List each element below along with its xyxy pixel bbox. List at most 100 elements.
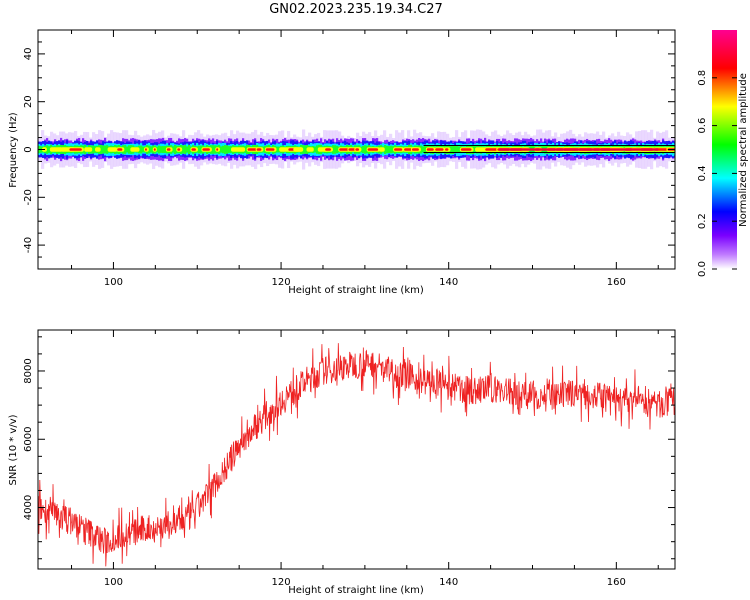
spectrogram-cell <box>46 145 49 154</box>
snr-y-tick-label: 4000 <box>23 495 34 520</box>
spectrogram-peak-core <box>445 148 449 151</box>
spectrogram-peak-core <box>256 148 262 151</box>
spectrogram-cell <box>222 145 225 154</box>
spectrogram-cell <box>48 146 51 153</box>
spectrogram-cell <box>212 145 215 154</box>
colorbar-tick-label: 0.6 <box>697 118 708 134</box>
spectrogram-cell <box>140 145 143 154</box>
spectrogram-y-tick-label: 0 <box>23 146 34 152</box>
spectrogram-cell <box>336 145 339 154</box>
snr-x-tick-label: 120 <box>272 577 291 588</box>
spectrogram-y-tick-label: 20 <box>23 95 34 108</box>
spectrogram-x-tick-label: 160 <box>607 277 626 288</box>
spectrogram-cell <box>160 146 163 153</box>
spectrogram-cell <box>456 145 459 154</box>
spectrogram-cell <box>422 146 425 153</box>
snr-x-tick-label: 160 <box>607 577 626 588</box>
spectrogram-peak <box>130 147 140 152</box>
spectrogram-cell <box>128 145 131 154</box>
spectrogram-peak <box>94 147 101 152</box>
spectrogram-cell <box>332 145 335 154</box>
spectrogram-cell <box>276 146 279 153</box>
spectrogram-cell <box>106 145 109 154</box>
spectrogram-peak-core <box>435 148 444 151</box>
snr-x-tick-label: 140 <box>439 577 458 588</box>
spectrogram-peak <box>231 147 246 152</box>
spectrogram-cell <box>182 145 185 154</box>
spectrogram-cell <box>228 146 231 153</box>
spectrogram-cell <box>454 146 457 153</box>
spectrogram-peak-core <box>144 148 147 151</box>
spectrogram-cell <box>174 145 177 154</box>
spectrogram-cell <box>424 144 427 155</box>
spectrogram-cell <box>198 145 201 154</box>
spectrogram-band <box>38 129 675 170</box>
spectrogram-cell <box>224 145 227 154</box>
spectrogram-peak <box>84 147 93 152</box>
spectrogram-cell <box>162 146 165 153</box>
spectrogram-cell <box>200 145 203 154</box>
spectrogram-x-tick-label: 100 <box>104 277 123 288</box>
snr-y-label: SNR (10 * v/v) <box>8 414 19 485</box>
colorbar-tick-label: 0.0 <box>697 261 708 277</box>
spectrogram-cell <box>150 146 153 153</box>
spectrogram-cell <box>364 145 367 154</box>
spectrogram-cell <box>102 145 105 154</box>
spectrogram-peak <box>49 147 63 152</box>
spectrogram-cell <box>420 145 423 154</box>
colorbar: 0.0 0.2 0.4 0.6 0.8 Normalized spectral ampl… <box>697 30 749 277</box>
spectrogram-cell <box>390 145 393 154</box>
colorbar-tick-label: 0.8 <box>697 70 708 86</box>
figure-title: GN02.2023.235.19.34.C27 <box>269 2 443 17</box>
spectrogram-cell <box>388 146 391 153</box>
spectrogram-cell <box>92 145 95 154</box>
colorbar-tick-label: 0.4 <box>697 165 708 181</box>
spectrogram-panel: 100 120 140 160 -40 -20 0 20 40 Height of straig… <box>8 29 676 296</box>
spectrogram-cell <box>188 144 191 155</box>
spectrogram-peak-core <box>394 148 403 151</box>
spectrogram-cell <box>384 145 387 154</box>
spectrogram-cell <box>142 146 145 153</box>
spectrogram-peak-core <box>69 148 82 151</box>
spectrogram-peak-core <box>426 148 434 151</box>
spectrogram-x-label: Height of straight line (km) <box>288 285 424 296</box>
spectrogram-peak-core <box>265 148 275 151</box>
spectrogram-peak <box>378 147 385 152</box>
snr-series-line <box>38 343 675 567</box>
spectrogram-cell <box>104 145 107 154</box>
spectrogram-cell <box>172 146 175 153</box>
spectrogram-cell <box>314 146 317 153</box>
spectrogram-cell <box>186 146 189 153</box>
spectrogram-cell <box>278 146 281 153</box>
spectrogram-x-tick-label: 140 <box>439 277 458 288</box>
snr-panel: 100 120 140 160 4000 6000 8000 Height of strai… <box>8 329 676 596</box>
spectrogram-cell <box>148 145 151 154</box>
spectrogram-cell <box>124 145 127 154</box>
spectrogram-peak-core <box>166 148 171 151</box>
spectrogram-peak-core <box>191 148 196 151</box>
spectrogram-peak <box>107 147 118 152</box>
spectrogram-peak <box>293 147 304 152</box>
spectrogram-cell <box>362 146 365 153</box>
spectrogram-peak-core <box>367 148 379 151</box>
spectrogram-cell <box>184 145 187 154</box>
spectrogram-y-tick-label: 40 <box>23 48 34 61</box>
spectrogram-core-segment <box>498 148 659 151</box>
snr-y-tick-label: 6000 <box>23 427 34 452</box>
spectrogram-cell <box>450 145 453 154</box>
colorbar-label: Normalized spectral amplitude <box>738 73 749 227</box>
spectrogram-cell <box>156 146 159 153</box>
snr-frame <box>37 329 676 570</box>
snr-y-tick-label: 8000 <box>23 358 34 383</box>
spectrogram-peak-core <box>153 148 156 151</box>
spectrogram-peak-core <box>325 148 331 151</box>
spectrogram-y-label: Frequency (Hz) <box>8 112 19 188</box>
colorbar-gradient <box>712 30 737 269</box>
spectrogram-x-tick-label: 120 <box>272 277 291 288</box>
spectrogram-cell <box>100 144 103 155</box>
spectrogram-cell <box>220 146 223 153</box>
spectrogram-cell <box>214 145 217 154</box>
spectrogram-peak-core <box>411 148 419 151</box>
colorbar-tick-label: 0.2 <box>697 213 708 229</box>
